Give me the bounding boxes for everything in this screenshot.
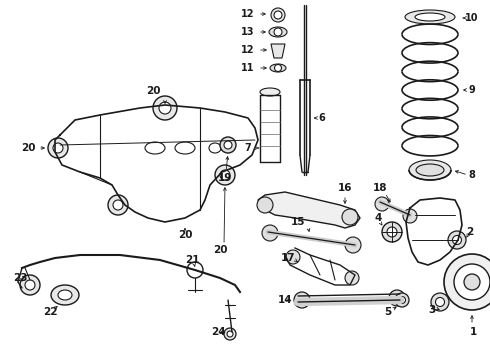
Text: 2: 2 (466, 227, 474, 237)
Circle shape (227, 331, 233, 337)
Text: 24: 24 (211, 327, 225, 337)
Circle shape (464, 274, 480, 290)
Text: 8: 8 (468, 170, 475, 180)
Ellipse shape (415, 13, 445, 21)
Circle shape (387, 227, 397, 237)
Circle shape (262, 225, 278, 241)
Circle shape (153, 96, 177, 120)
Text: 9: 9 (468, 85, 475, 95)
Text: 5: 5 (384, 307, 392, 317)
Circle shape (448, 231, 466, 249)
Text: 19: 19 (218, 173, 232, 183)
Text: 20: 20 (178, 230, 192, 240)
Polygon shape (258, 192, 360, 228)
Circle shape (113, 200, 123, 210)
Ellipse shape (51, 285, 79, 305)
Ellipse shape (270, 64, 286, 72)
Circle shape (436, 297, 444, 306)
Text: 1: 1 (469, 327, 477, 337)
Text: 17: 17 (281, 253, 295, 263)
Ellipse shape (409, 160, 451, 180)
Circle shape (345, 237, 361, 253)
Text: 6: 6 (318, 113, 325, 123)
Text: 21: 21 (185, 255, 199, 265)
Circle shape (389, 290, 405, 306)
Text: 7: 7 (245, 143, 251, 153)
Text: 13: 13 (241, 27, 255, 37)
Text: 12: 12 (241, 9, 255, 19)
Polygon shape (271, 44, 285, 58)
Circle shape (274, 11, 282, 19)
Ellipse shape (416, 164, 444, 176)
Ellipse shape (145, 142, 165, 154)
Text: 20: 20 (213, 245, 227, 255)
Ellipse shape (209, 143, 221, 153)
Circle shape (20, 275, 40, 295)
Circle shape (375, 197, 389, 211)
Circle shape (53, 143, 63, 153)
Text: 12: 12 (241, 45, 255, 55)
Text: 16: 16 (338, 183, 352, 193)
Circle shape (224, 328, 236, 340)
Ellipse shape (260, 88, 280, 96)
Circle shape (274, 28, 282, 36)
Circle shape (159, 102, 171, 114)
Circle shape (454, 264, 490, 300)
Circle shape (224, 141, 232, 149)
Circle shape (220, 137, 236, 153)
Circle shape (294, 292, 310, 308)
Text: 20: 20 (21, 143, 35, 153)
Text: 14: 14 (278, 295, 293, 305)
Circle shape (271, 8, 285, 22)
Circle shape (395, 293, 409, 307)
Circle shape (431, 293, 449, 311)
Circle shape (48, 138, 68, 158)
Circle shape (345, 271, 359, 285)
Text: 20: 20 (146, 86, 160, 96)
Text: 15: 15 (291, 217, 305, 227)
Circle shape (444, 254, 490, 310)
Circle shape (108, 195, 128, 215)
Circle shape (215, 165, 235, 185)
Circle shape (286, 250, 300, 264)
Text: 3: 3 (428, 305, 436, 315)
Text: 4: 4 (374, 213, 382, 223)
Text: 23: 23 (13, 273, 27, 283)
Ellipse shape (405, 10, 455, 24)
Text: 11: 11 (241, 63, 255, 73)
Text: 10: 10 (465, 13, 479, 23)
Circle shape (403, 209, 417, 223)
Circle shape (25, 280, 35, 290)
Text: 22: 22 (43, 307, 57, 317)
Circle shape (452, 235, 462, 244)
Text: 18: 18 (373, 183, 387, 193)
Circle shape (220, 170, 230, 180)
Ellipse shape (175, 142, 195, 154)
Circle shape (382, 222, 402, 242)
Ellipse shape (58, 290, 72, 300)
Circle shape (274, 64, 281, 72)
Circle shape (257, 197, 273, 213)
Circle shape (398, 297, 406, 303)
Ellipse shape (269, 27, 287, 37)
Circle shape (342, 209, 358, 225)
